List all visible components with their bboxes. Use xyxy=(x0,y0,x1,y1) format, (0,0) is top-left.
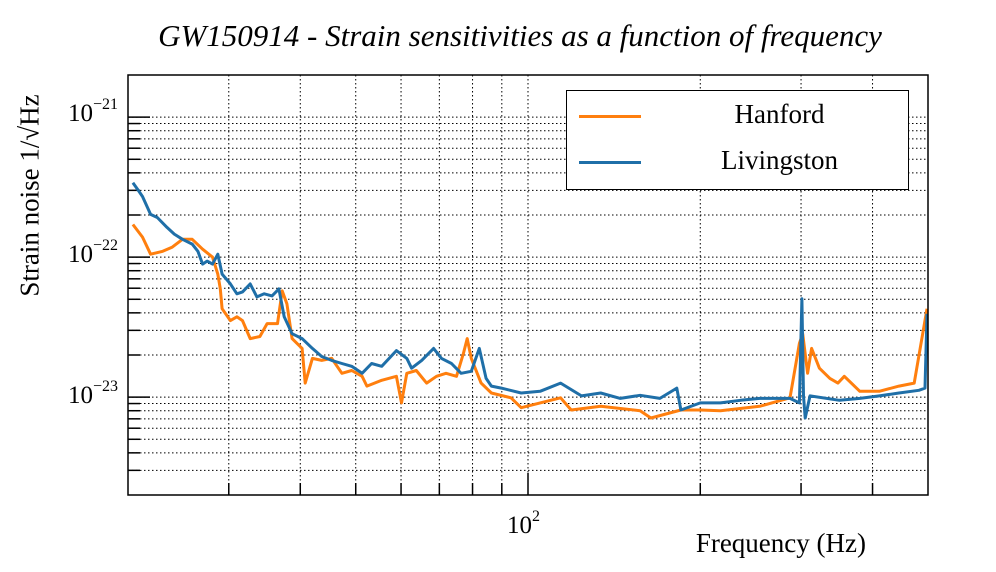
y-axis-label: Strain noise 1/√Hz xyxy=(14,94,45,297)
grid-lines xyxy=(128,75,928,495)
y-tick-label: 10−21 xyxy=(67,96,118,127)
legend-entry-hanford: Hanford xyxy=(567,95,908,135)
legend-label: Livingston xyxy=(720,145,838,175)
x-axis-label: Frequency (Hz) xyxy=(695,528,866,558)
series-line-livingston xyxy=(131,181,929,420)
legend-swatch xyxy=(579,115,641,118)
legend-label: Hanford xyxy=(734,99,825,129)
x-tick-label: 102 xyxy=(507,508,540,539)
y-tick-label: 10−22 xyxy=(67,237,118,268)
plot-frame xyxy=(127,74,929,496)
axis-ticks xyxy=(128,116,874,495)
legend: Hanford Livingston xyxy=(566,90,909,190)
legend-entry-livingston: Livingston xyxy=(567,141,908,181)
series-lines xyxy=(131,181,929,420)
y-tick-label: 10−23 xyxy=(67,378,118,409)
series-line-hanford xyxy=(131,223,929,420)
chart-title: GW150914 - Strain sensitivities as a fun… xyxy=(158,18,882,53)
legend-swatch xyxy=(579,161,641,164)
